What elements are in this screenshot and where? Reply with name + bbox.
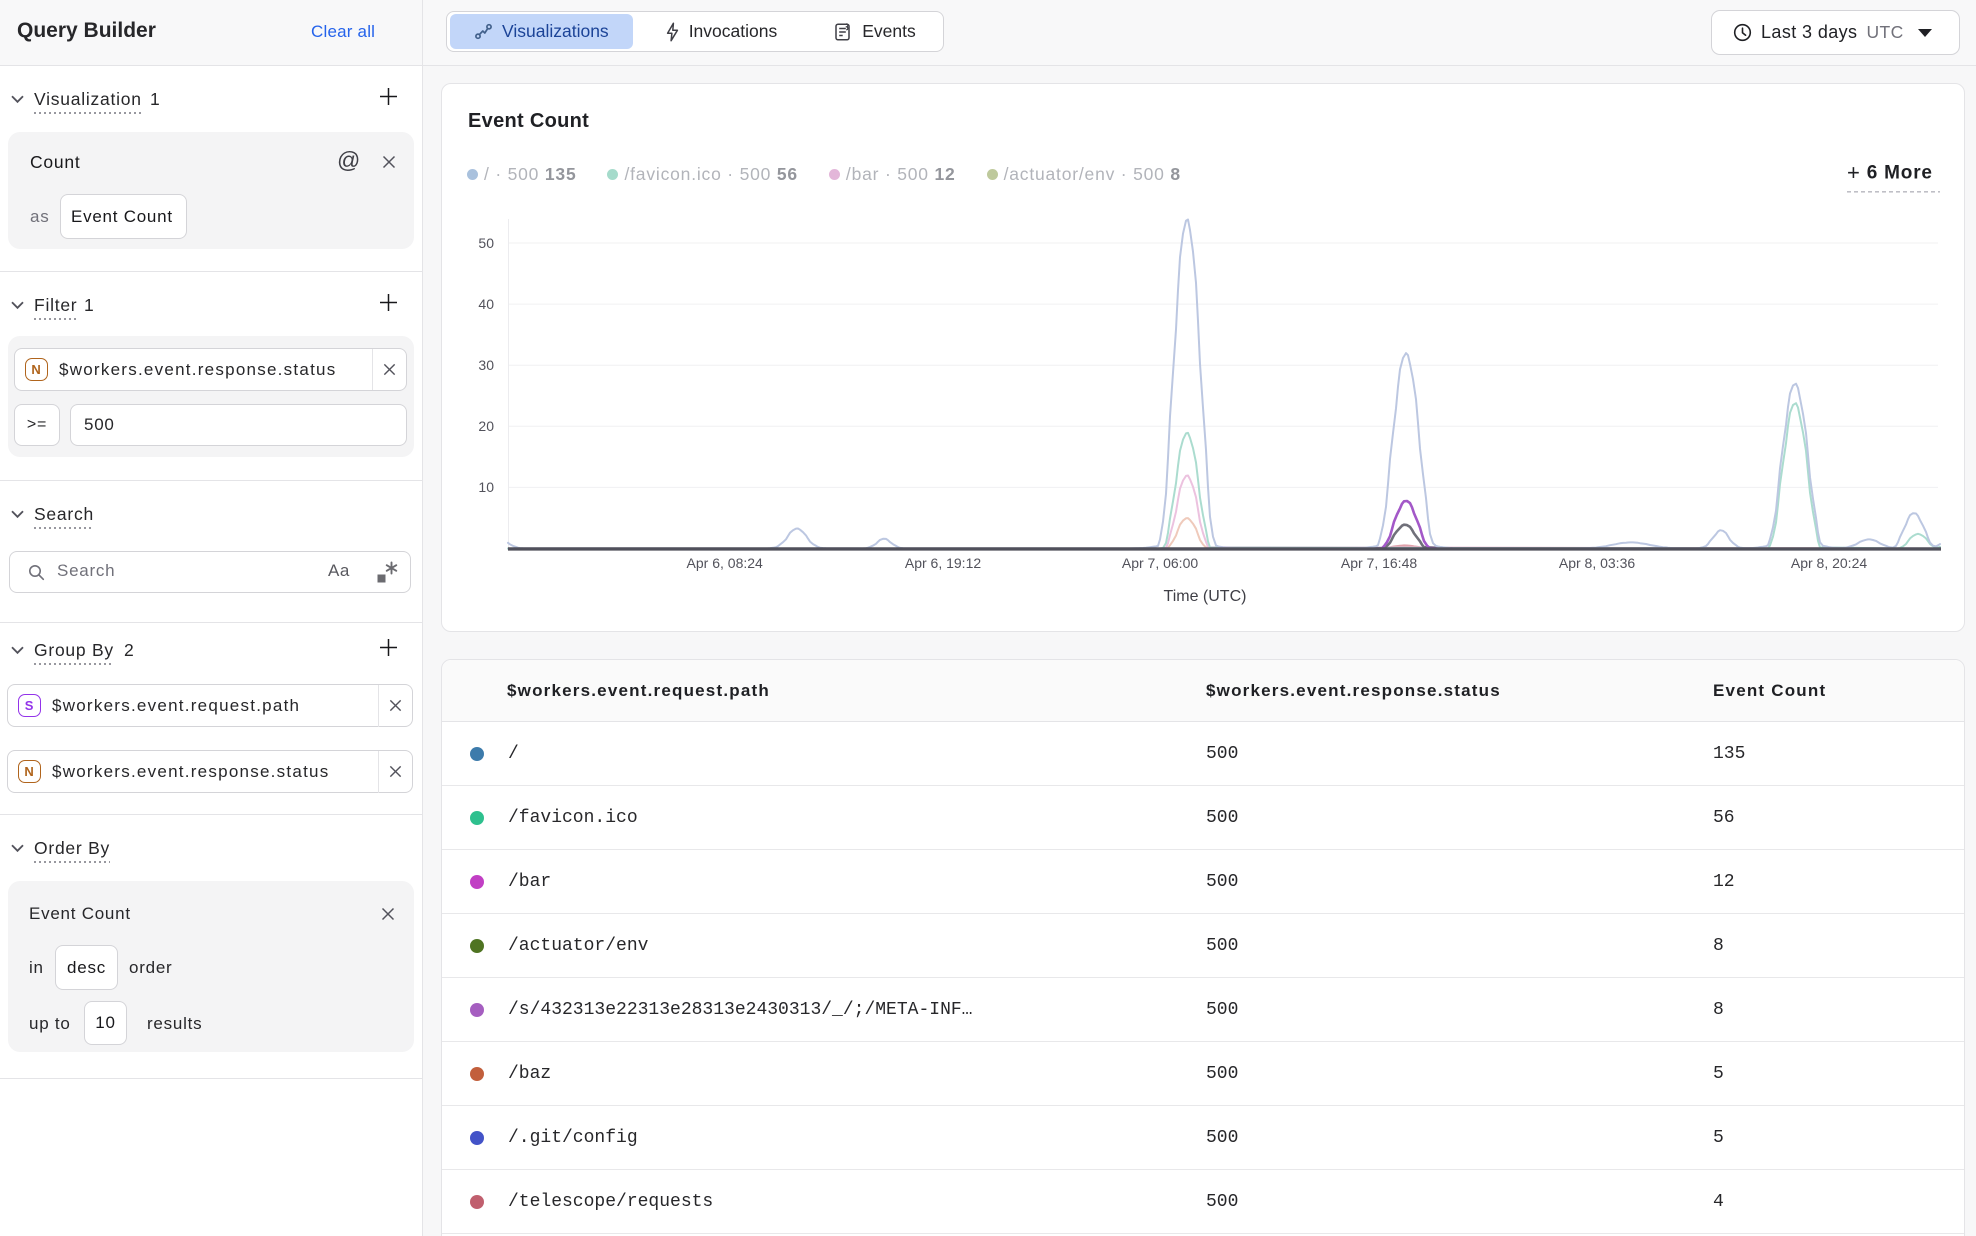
svg-text:Time (UTC): Time (UTC) xyxy=(1164,588,1247,605)
svg-text:Apr 6, 19:12: Apr 6, 19:12 xyxy=(905,555,981,571)
svg-text:Apr 7, 06:00: Apr 7, 06:00 xyxy=(1122,555,1198,571)
svg-text:Apr 8, 20:24: Apr 8, 20:24 xyxy=(1791,555,1867,571)
svg-text:40: 40 xyxy=(478,296,494,312)
svg-text:20: 20 xyxy=(478,418,494,434)
svg-text:Apr 8, 03:36: Apr 8, 03:36 xyxy=(1559,555,1635,571)
svg-text:Apr 7, 16:48: Apr 7, 16:48 xyxy=(1341,555,1417,571)
svg-text:Apr 6, 08:24: Apr 6, 08:24 xyxy=(687,555,763,571)
svg-text:50: 50 xyxy=(478,235,494,251)
svg-text:10: 10 xyxy=(478,479,494,495)
svg-text:30: 30 xyxy=(478,357,494,373)
